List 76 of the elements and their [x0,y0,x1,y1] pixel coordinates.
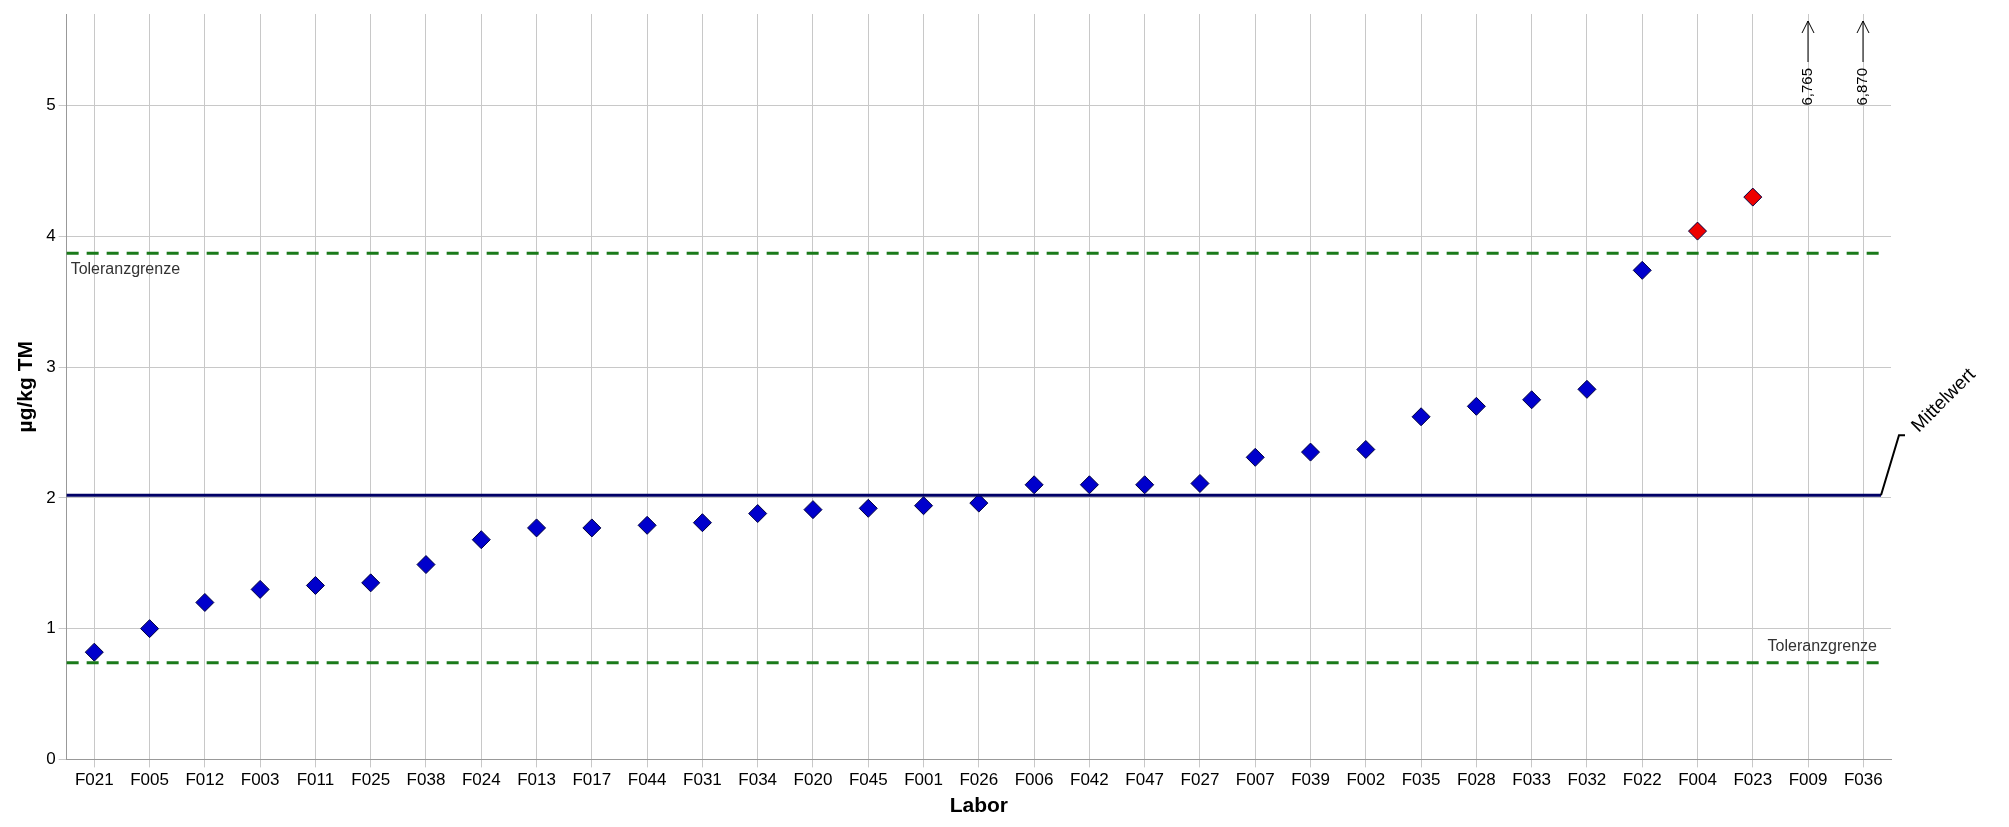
x-tick-label: F042 [1070,770,1109,790]
point [1632,260,1652,280]
y-axis-title: µg/kg TM [13,340,37,433]
point [305,575,325,595]
point [140,619,160,639]
x-tick-label: F001 [904,770,943,790]
x-tick-label: F025 [351,770,391,790]
annotation: 6,765 [1798,68,1816,106]
x-tick-label: F034 [738,770,778,790]
y-tick-label: 1 [46,618,56,638]
point [969,493,989,513]
x-tick-label: F022 [1622,770,1662,790]
point [416,555,436,575]
point [914,496,934,516]
x-axis-title: Labor [949,793,1008,817]
point [1356,439,1376,459]
point [1743,187,1763,207]
annotation: 6,870 [1853,68,1871,106]
point [803,500,823,520]
x-tick-label: F006 [1014,770,1054,790]
x-tick-label: F032 [1567,770,1607,790]
point [582,518,602,538]
point [1135,475,1155,495]
x-tick-label: F007 [1235,770,1275,790]
y-tick-label: 0 [46,749,56,769]
x-tick-label: F009 [1788,770,1828,790]
x-tick-label: F028 [1457,770,1496,790]
point [84,642,104,662]
point [1024,475,1044,495]
point [1079,475,1099,495]
x-tick-label: F020 [793,770,833,790]
point [692,513,712,533]
x-tick-label: F036 [1843,770,1883,790]
point [1688,221,1708,241]
x-tick-label: F021 [74,770,114,790]
x-tick-label: F002 [1346,770,1386,790]
point [1466,396,1486,416]
x-tick-label: F023 [1733,770,1773,790]
point [1411,407,1431,427]
x-tick-label: F027 [1180,770,1220,790]
x-tick-label: F026 [959,770,999,790]
x-tick-label: F047 [1125,770,1165,790]
x-tick-label: F013 [517,770,556,790]
point [858,498,878,518]
point [527,518,547,538]
point [1301,442,1321,462]
x-tick-label: F004 [1678,770,1717,790]
point [1522,390,1542,410]
x-tick-label: F044 [627,770,667,790]
x-tick-label: F017 [572,770,612,790]
y-tick-label: 5 [46,95,56,115]
point [748,504,768,524]
point [250,579,270,599]
x-tick-label: F045 [848,770,888,790]
point [471,530,491,550]
point [637,515,657,535]
x-tick-label: F035 [1401,770,1441,790]
point [1245,447,1265,467]
x-tick-label: F031 [683,770,722,790]
point [361,573,381,593]
point [1577,379,1597,399]
x-tick-label: F033 [1512,770,1552,790]
y-tick-label: 4 [46,226,56,245]
point [195,592,215,612]
x-tick-label: F039 [1291,770,1330,790]
x-tick-label: F038 [406,770,446,790]
x-tick-label: F005 [130,770,169,790]
x-tick-label: F011 [296,770,335,790]
ref-line-label: Toleranzgrenze [1767,637,1878,655]
point [1190,473,1210,493]
y-tick-label: 3 [46,356,56,376]
x-tick-label: F003 [240,770,280,790]
x-tick-label: F024 [461,770,501,790]
ref-line-label: Toleranzgrenze [70,259,181,277]
x-tick-label: F012 [185,770,225,790]
y-tick-label: 2 [46,487,56,507]
